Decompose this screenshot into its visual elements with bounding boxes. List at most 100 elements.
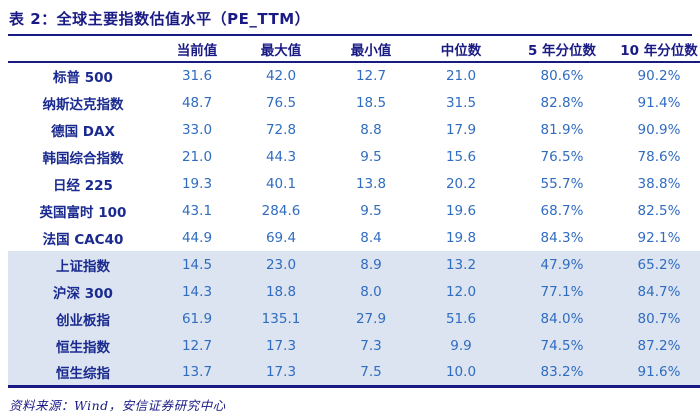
cell: 80.7% xyxy=(618,305,700,332)
row-label: 创业板指 xyxy=(8,305,158,332)
cell: 31.5 xyxy=(445,94,477,111)
cell: 78.6% xyxy=(637,148,681,165)
cell: 7.5 xyxy=(326,359,416,386)
row-label: 沪深 300 xyxy=(8,278,158,305)
cell: 61.9 xyxy=(158,305,236,332)
cell: 14.5 xyxy=(158,251,236,278)
table-row: 标普 500 31.6 42.0 12.7 21.0 80.6% 90.2% xyxy=(8,62,700,89)
cell: 84.3% xyxy=(540,229,584,246)
cell: 80.6% xyxy=(540,68,584,84)
cell: 44.9 xyxy=(181,229,213,246)
cell: 84.7% xyxy=(618,278,700,305)
cell: 72.8 xyxy=(265,121,297,138)
row-label: 纳斯达克指数 xyxy=(42,96,124,113)
column-header: 当前值 xyxy=(158,36,236,63)
cell: 20.2 xyxy=(445,175,477,192)
table-row: 创业板指 61.9 135.1 27.9 51.6 84.0% 80.7% xyxy=(8,305,700,332)
row-label: 法国 CAC40 xyxy=(42,231,124,248)
table-row: 法国 CAC40 44.9 69.4 8.4 19.8 84.3% 92.1% xyxy=(8,224,700,251)
cell: 81.9% xyxy=(540,121,584,138)
cell: 23.0 xyxy=(236,251,326,278)
cell: 8.9 xyxy=(326,251,416,278)
table-row: 恒生综指 13.7 17.3 7.5 10.0 83.2% 91.6% xyxy=(8,359,700,386)
cell: 13.8 xyxy=(355,175,387,192)
row-label: 恒生综指 xyxy=(8,359,158,386)
cell: 18.8 xyxy=(236,278,326,305)
table-row: 上证指数 14.5 23.0 8.9 13.2 47.9% 65.2% xyxy=(8,251,700,278)
row-label: 英国富时 100 xyxy=(39,204,127,221)
column-header: 10 年分位数 xyxy=(618,36,700,63)
cell: 8.0 xyxy=(326,278,416,305)
cell: 8.8 xyxy=(360,121,382,138)
cell: 14.3 xyxy=(158,278,236,305)
row-label: 上证指数 xyxy=(8,251,158,278)
cell: 76.5% xyxy=(540,148,584,165)
cell: 12.0 xyxy=(416,278,506,305)
table-title: 表 2：全球主要指数估值水平（PE_TTM） xyxy=(8,6,692,36)
cell: 21.0 xyxy=(181,148,213,165)
cell: 8.4 xyxy=(360,229,382,246)
cell: 13.7 xyxy=(158,359,236,386)
cell: 82.8% xyxy=(540,94,584,111)
cell: 84.0% xyxy=(506,305,618,332)
cell: 19.3 xyxy=(181,175,213,192)
column-header: 5 年分位数 xyxy=(506,36,618,63)
cell: 91.4% xyxy=(637,94,681,111)
cell: 7.3 xyxy=(326,332,416,359)
cell: 74.5% xyxy=(506,332,618,359)
cell: 65.2% xyxy=(618,251,700,278)
cell: 31.6 xyxy=(181,68,213,84)
table-row: 恒生指数 12.7 17.3 7.3 9.9 74.5% 87.2% xyxy=(8,332,700,359)
cell: 18.5 xyxy=(355,94,387,111)
cell: 90.2% xyxy=(637,68,681,84)
cell: 82.5% xyxy=(637,202,681,219)
cell: 77.1% xyxy=(506,278,618,305)
cell: 17.9 xyxy=(445,121,477,138)
column-header-blank xyxy=(8,36,158,63)
cell: 33.0 xyxy=(181,121,213,138)
cell: 12.7 xyxy=(158,332,236,359)
cell: 17.3 xyxy=(236,332,326,359)
cell: 43.1 xyxy=(181,202,213,219)
cell: 48.7 xyxy=(181,94,213,111)
cell: 27.9 xyxy=(326,305,416,332)
table-body: 标普 500 31.6 42.0 12.7 21.0 80.6% 90.2% 纳斯达克指数 48… xyxy=(8,62,700,386)
cell: 19.6 xyxy=(445,202,477,219)
table-row: 英国富时 100 43.1 284.6 9.5 19.6 68.7% 82.5% xyxy=(8,197,700,224)
column-header: 最大值 xyxy=(236,36,326,63)
table-row: 德国 DAX 33.0 72.8 8.8 17.9 81.9% 90.9% xyxy=(8,116,700,143)
row-label: 德国 DAX xyxy=(51,123,115,140)
table-row: 沪深 300 14.3 18.8 8.0 12.0 77.1% 84.7% xyxy=(8,278,700,305)
cell: 47.9% xyxy=(506,251,618,278)
cell: 90.9% xyxy=(637,121,681,138)
cell: 9.5 xyxy=(360,202,382,219)
row-label: 日经 225 xyxy=(53,177,113,194)
cell: 69.4 xyxy=(265,229,297,246)
column-header: 中位数 xyxy=(416,36,506,63)
valuation-table: 当前值 最大值 最小值 中位数 5 年分位数 10 年分位数 标普 500 31.6 42.0… xyxy=(8,36,700,388)
cell: 17.3 xyxy=(236,359,326,386)
table-row: 纳斯达克指数 48.7 76.5 18.5 31.5 82.8% 91.4% xyxy=(8,89,700,116)
cell: 15.6 xyxy=(445,148,477,165)
cell: 9.9 xyxy=(416,332,506,359)
row-label: 恒生指数 xyxy=(8,332,158,359)
column-header: 最小值 xyxy=(326,36,416,63)
cell: 92.1% xyxy=(637,229,681,246)
cell: 44.3 xyxy=(265,148,297,165)
cell: 13.2 xyxy=(416,251,506,278)
row-label: 标普 500 xyxy=(53,70,113,86)
cell: 87.2% xyxy=(618,332,700,359)
cell: 68.7% xyxy=(540,202,584,219)
cell: 10.0 xyxy=(416,359,506,386)
cell: 55.7% xyxy=(540,175,584,192)
cell: 38.8% xyxy=(637,175,681,192)
cell: 12.7 xyxy=(355,68,387,84)
source-note: 资料来源：Wind，安信证券研究中心 xyxy=(9,397,226,413)
cell: 21.0 xyxy=(445,68,477,84)
cell: 40.1 xyxy=(265,175,297,192)
header-row: 当前值 最大值 最小值 中位数 5 年分位数 10 年分位数 xyxy=(8,36,700,63)
cell: 135.1 xyxy=(236,305,326,332)
cell: 76.5 xyxy=(265,94,297,111)
cell: 42.0 xyxy=(265,68,297,84)
